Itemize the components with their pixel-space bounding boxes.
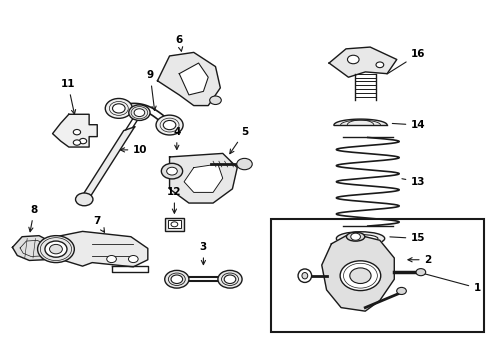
Polygon shape	[53, 114, 97, 147]
Text: 13: 13	[401, 177, 425, 187]
Text: 9: 9	[146, 71, 156, 111]
Text: 3: 3	[200, 242, 206, 265]
Polygon shape	[169, 153, 237, 203]
Polygon shape	[79, 127, 134, 201]
Text: 2: 2	[407, 255, 431, 265]
Text: 12: 12	[167, 188, 181, 213]
Circle shape	[166, 167, 177, 175]
Circle shape	[218, 270, 242, 288]
Circle shape	[161, 163, 182, 179]
Circle shape	[224, 275, 235, 283]
Text: 11: 11	[61, 79, 76, 114]
Circle shape	[164, 270, 188, 288]
Circle shape	[349, 268, 370, 283]
Circle shape	[350, 233, 360, 240]
Text: 6: 6	[175, 35, 183, 51]
Circle shape	[79, 138, 86, 144]
Text: 7: 7	[93, 216, 104, 232]
Circle shape	[163, 121, 176, 130]
Polygon shape	[333, 119, 386, 125]
Circle shape	[171, 275, 182, 283]
Circle shape	[209, 96, 221, 104]
Circle shape	[171, 222, 178, 227]
Circle shape	[105, 99, 132, 118]
Polygon shape	[183, 164, 223, 192]
Ellipse shape	[346, 232, 364, 241]
Circle shape	[106, 256, 116, 262]
Circle shape	[128, 256, 138, 262]
Circle shape	[415, 269, 425, 276]
FancyBboxPatch shape	[165, 218, 183, 230]
Text: 15: 15	[389, 234, 425, 243]
Circle shape	[340, 261, 380, 291]
Circle shape	[38, 236, 74, 262]
Polygon shape	[157, 53, 220, 105]
Circle shape	[156, 115, 183, 135]
Circle shape	[45, 241, 67, 257]
Circle shape	[134, 109, 144, 117]
Circle shape	[347, 55, 358, 64]
Text: 16: 16	[386, 49, 425, 74]
Circle shape	[396, 287, 406, 294]
Circle shape	[128, 105, 150, 121]
Circle shape	[73, 130, 81, 135]
Text: 10: 10	[120, 145, 147, 155]
Text: 1: 1	[420, 273, 480, 293]
Text: 4: 4	[173, 127, 180, 149]
Polygon shape	[56, 231, 147, 267]
Polygon shape	[321, 233, 393, 311]
Circle shape	[73, 140, 81, 145]
Ellipse shape	[298, 269, 311, 283]
Circle shape	[236, 158, 252, 170]
Ellipse shape	[336, 232, 384, 245]
Text: 8: 8	[29, 205, 38, 232]
FancyBboxPatch shape	[270, 219, 483, 332]
Polygon shape	[328, 47, 396, 77]
Circle shape	[375, 62, 383, 68]
Circle shape	[49, 244, 62, 254]
Text: 5: 5	[229, 127, 247, 154]
Circle shape	[112, 104, 125, 113]
Ellipse shape	[301, 273, 307, 279]
FancyBboxPatch shape	[168, 220, 180, 228]
Polygon shape	[179, 63, 208, 95]
Ellipse shape	[343, 235, 377, 242]
Text: 14: 14	[391, 120, 425, 130]
Circle shape	[75, 193, 93, 206]
Polygon shape	[12, 236, 54, 260]
